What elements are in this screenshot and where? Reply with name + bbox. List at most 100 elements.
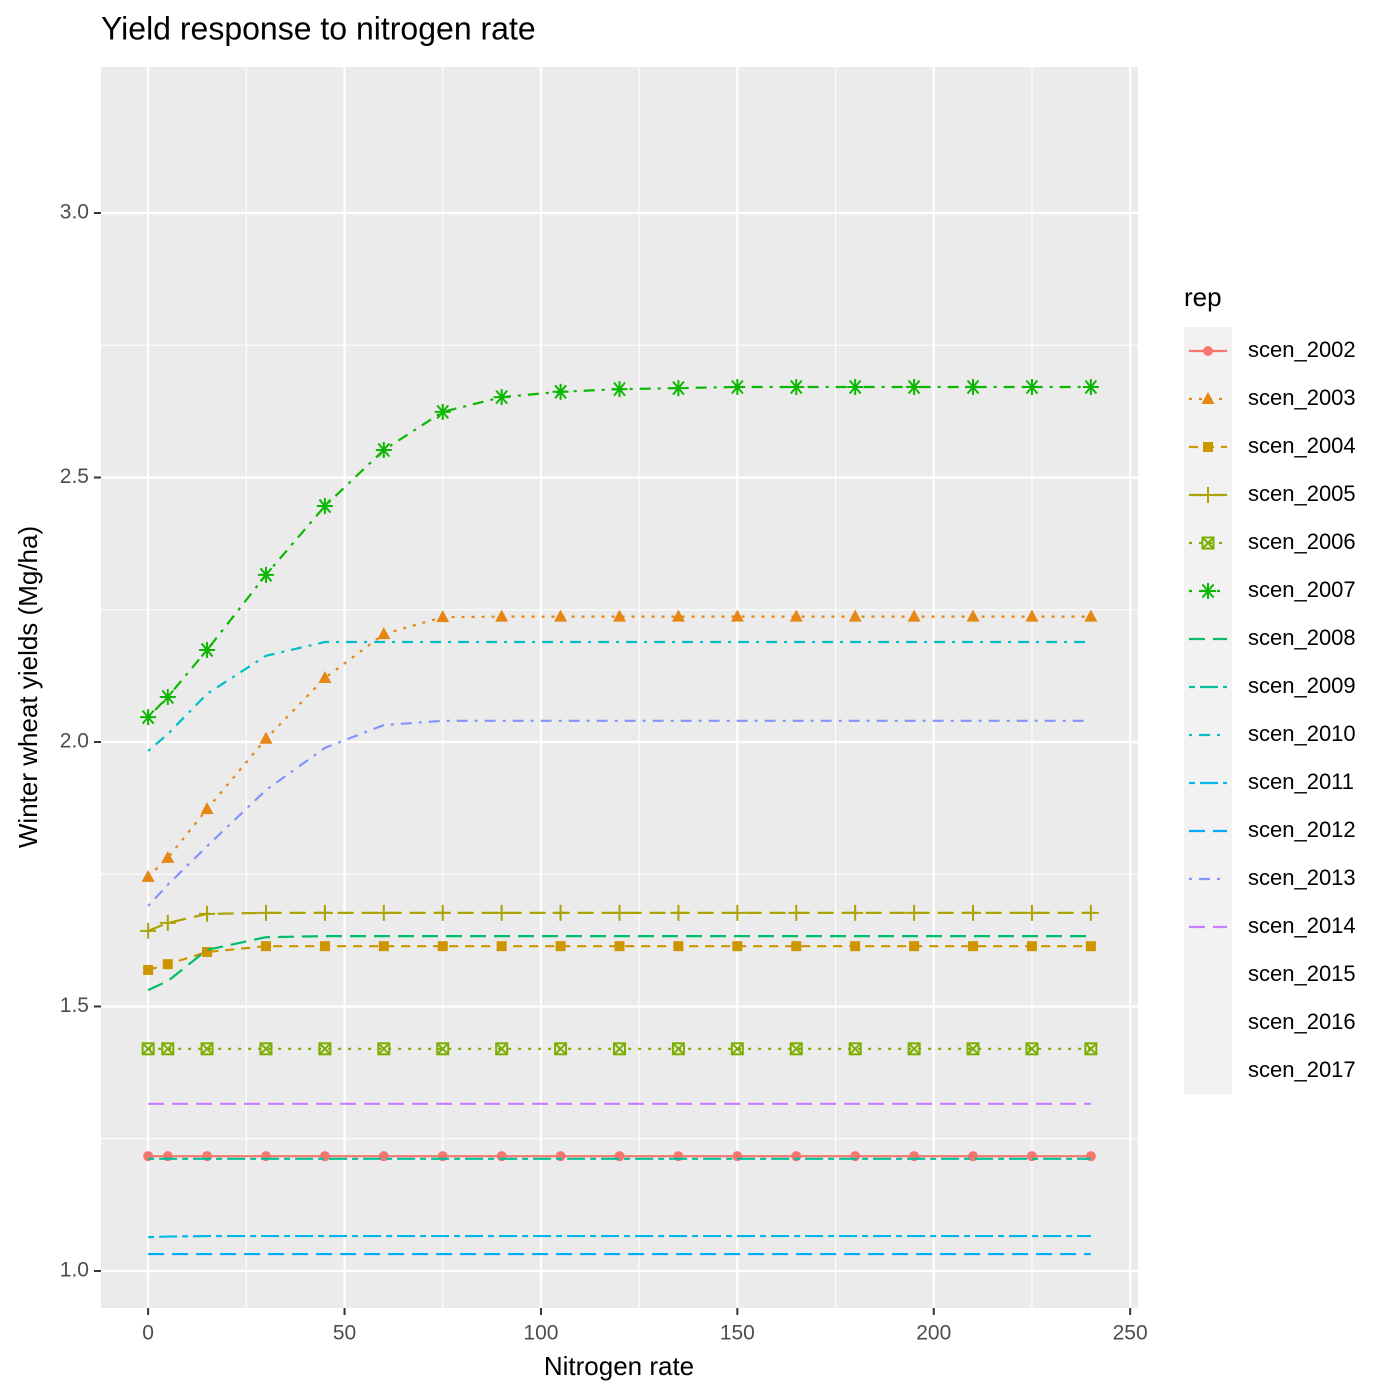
data-point — [671, 1042, 685, 1056]
series-line — [147, 385, 1091, 718]
y-tick-label: 2.0 — [60, 730, 89, 753]
data-point — [162, 959, 173, 970]
data-point — [493, 904, 510, 921]
data-point — [729, 904, 746, 921]
data-point — [1082, 379, 1099, 396]
data-point — [907, 609, 921, 622]
marker-shape — [436, 1042, 450, 1056]
data-point — [1025, 609, 1039, 622]
data-point — [613, 609, 626, 622]
data-point — [143, 964, 154, 975]
data-point — [140, 709, 157, 726]
marker-shape — [495, 1042, 509, 1056]
marker-stroke — [200, 1042, 214, 1056]
chart-title: Yield response to nitrogen rate — [101, 10, 536, 46]
marker-shape — [200, 802, 214, 815]
marker-shape — [141, 869, 155, 882]
marker-shape — [1085, 941, 1096, 952]
marker-shape — [260, 941, 271, 952]
data-point — [495, 1042, 509, 1056]
data-point — [788, 379, 805, 396]
marker-shape — [554, 609, 568, 622]
marker-shape — [1201, 536, 1215, 550]
data-point — [671, 609, 685, 622]
data-point — [1201, 536, 1215, 550]
marker-shape — [378, 941, 389, 952]
marker-stroke — [966, 1042, 980, 1056]
marker-shape — [319, 941, 330, 952]
series-line — [147, 615, 1091, 878]
data-point — [906, 379, 923, 396]
marker-shape — [318, 670, 332, 683]
data-point — [1203, 346, 1213, 356]
series-line — [147, 640, 1091, 752]
marker-shape — [968, 941, 979, 952]
data-point — [670, 904, 687, 921]
data-point — [434, 904, 451, 921]
data-point — [159, 689, 176, 706]
marker-shape — [966, 609, 980, 622]
legend-label: scen_2010 — [1248, 721, 1356, 746]
marker-shape — [555, 941, 566, 952]
data-point — [436, 610, 450, 623]
x-tick-label: 100 — [523, 1322, 558, 1345]
legend-label: scen_2006 — [1248, 529, 1356, 554]
data-point — [141, 1042, 155, 1056]
marker-shape — [907, 609, 921, 622]
legend-label: scen_2002 — [1248, 337, 1356, 362]
legend-label: scen_2009 — [1248, 673, 1356, 698]
data-point — [1203, 442, 1213, 452]
series-line — [147, 719, 1091, 907]
data-point — [907, 1042, 921, 1056]
marker-shape — [613, 1042, 626, 1056]
data-point — [848, 1042, 862, 1056]
marker-shape — [1084, 1042, 1098, 1056]
data-point — [554, 1042, 568, 1056]
y-tick-label: 2.5 — [60, 465, 89, 488]
data-point — [909, 941, 920, 952]
marker-shape — [377, 1042, 391, 1056]
marker-stroke — [161, 1042, 174, 1056]
data-point — [436, 1042, 450, 1056]
data-point — [1084, 1042, 1098, 1056]
data-point — [965, 379, 982, 396]
plot-panel — [101, 67, 1138, 1308]
marker-stroke — [436, 1042, 449, 1056]
data-point — [375, 904, 392, 921]
data-point — [159, 914, 176, 931]
data-point — [316, 498, 333, 515]
series-line — [147, 935, 1091, 992]
marker-shape — [614, 941, 625, 952]
data-point — [730, 609, 744, 622]
data-point — [495, 609, 509, 622]
data-point — [202, 946, 213, 957]
marker-shape — [377, 627, 391, 640]
data-point — [966, 609, 980, 622]
marker-stroke — [1084, 1042, 1098, 1056]
data-point — [1201, 392, 1215, 404]
data-point — [1026, 941, 1037, 952]
data-point — [611, 381, 628, 398]
data-point — [496, 941, 507, 952]
marker-stroke — [613, 1042, 626, 1056]
y-tick-label: 1.5 — [60, 994, 89, 1017]
data-point — [434, 403, 451, 420]
data-point — [847, 379, 864, 396]
data-point — [850, 941, 861, 952]
data-point — [789, 1042, 803, 1056]
data-point — [730, 1042, 744, 1056]
data-point — [316, 904, 333, 921]
y-tick-label: 3.0 — [60, 201, 89, 224]
legend-label: scen_2013 — [1248, 865, 1356, 890]
data-point — [791, 941, 802, 952]
marker-stroke — [377, 1042, 391, 1056]
data-point — [613, 1042, 626, 1056]
data-point — [161, 850, 175, 863]
marker-shape — [789, 609, 803, 622]
marker-stroke — [495, 1042, 508, 1056]
marker-shape — [1026, 941, 1037, 952]
marker-shape — [554, 1042, 568, 1056]
marker-stroke — [907, 1042, 921, 1056]
marker-shape — [437, 941, 448, 952]
data-point — [199, 641, 216, 658]
